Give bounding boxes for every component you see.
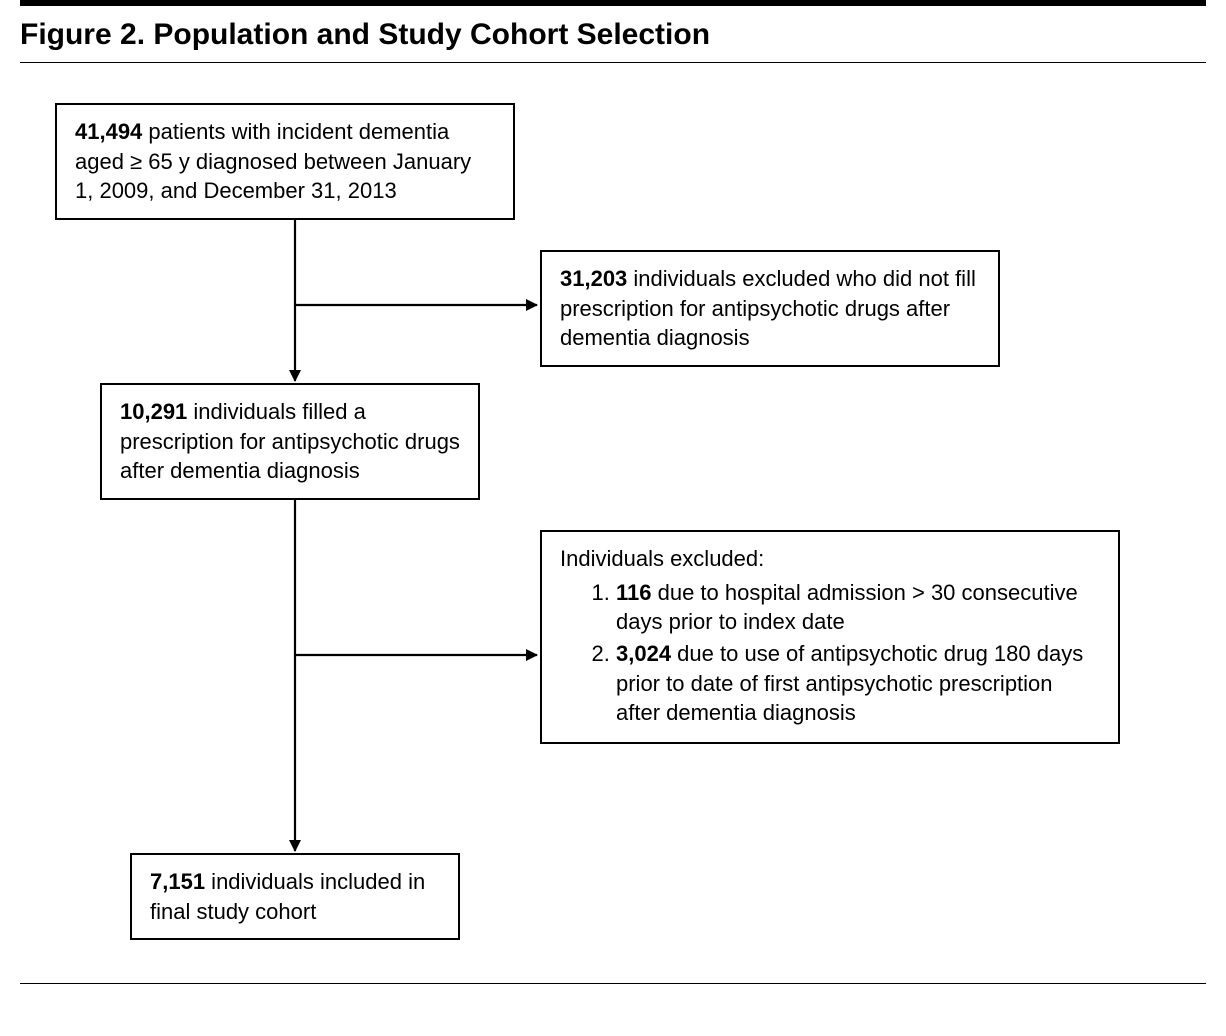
- excl2-t2: due to use of antipsychotic drug 180 day…: [616, 641, 1083, 725]
- box-exclusion-1: 31,203 individuals excluded who did not …: [540, 250, 1000, 367]
- count-filled: 10,291: [120, 399, 187, 424]
- box-final-cohort: 7,151 individuals included in final stud…: [130, 853, 460, 940]
- box-exclusion-2: Individuals excluded: 116 due to hospita…: [540, 530, 1120, 744]
- top-rule: [20, 0, 1206, 6]
- box-filled-rx: 10,291 individuals filled a prescription…: [100, 383, 480, 500]
- count-initial: 41,494: [75, 119, 142, 144]
- flowchart-canvas: 41,494 patients with incident dementia a…: [20, 63, 1206, 983]
- figure-container: Figure 2. Population and Study Cohort Se…: [0, 0, 1226, 1014]
- bottom-rule: [20, 983, 1206, 984]
- excl2-intro: Individuals excluded:: [560, 546, 764, 571]
- count-final: 7,151: [150, 869, 205, 894]
- excl2-list: 116 due to hospital admission > 30 conse…: [560, 578, 1100, 728]
- excl2-item-2: 3,024 due to use of antipsychotic drug 1…: [616, 639, 1100, 728]
- count-excl1: 31,203: [560, 266, 627, 291]
- box-initial-population: 41,494 patients with incident dementia a…: [55, 103, 515, 220]
- excl2-n2: 3,024: [616, 641, 671, 666]
- title-row: Figure 2. Population and Study Cohort Se…: [20, 12, 1206, 63]
- excl2-item-1: 116 due to hospital admission > 30 conse…: [616, 578, 1100, 637]
- excl2-n1: 116: [616, 580, 652, 605]
- excl2-t1: due to hospital admission > 30 consecuti…: [616, 580, 1078, 635]
- figure-title: Figure 2. Population and Study Cohort Se…: [20, 18, 710, 51]
